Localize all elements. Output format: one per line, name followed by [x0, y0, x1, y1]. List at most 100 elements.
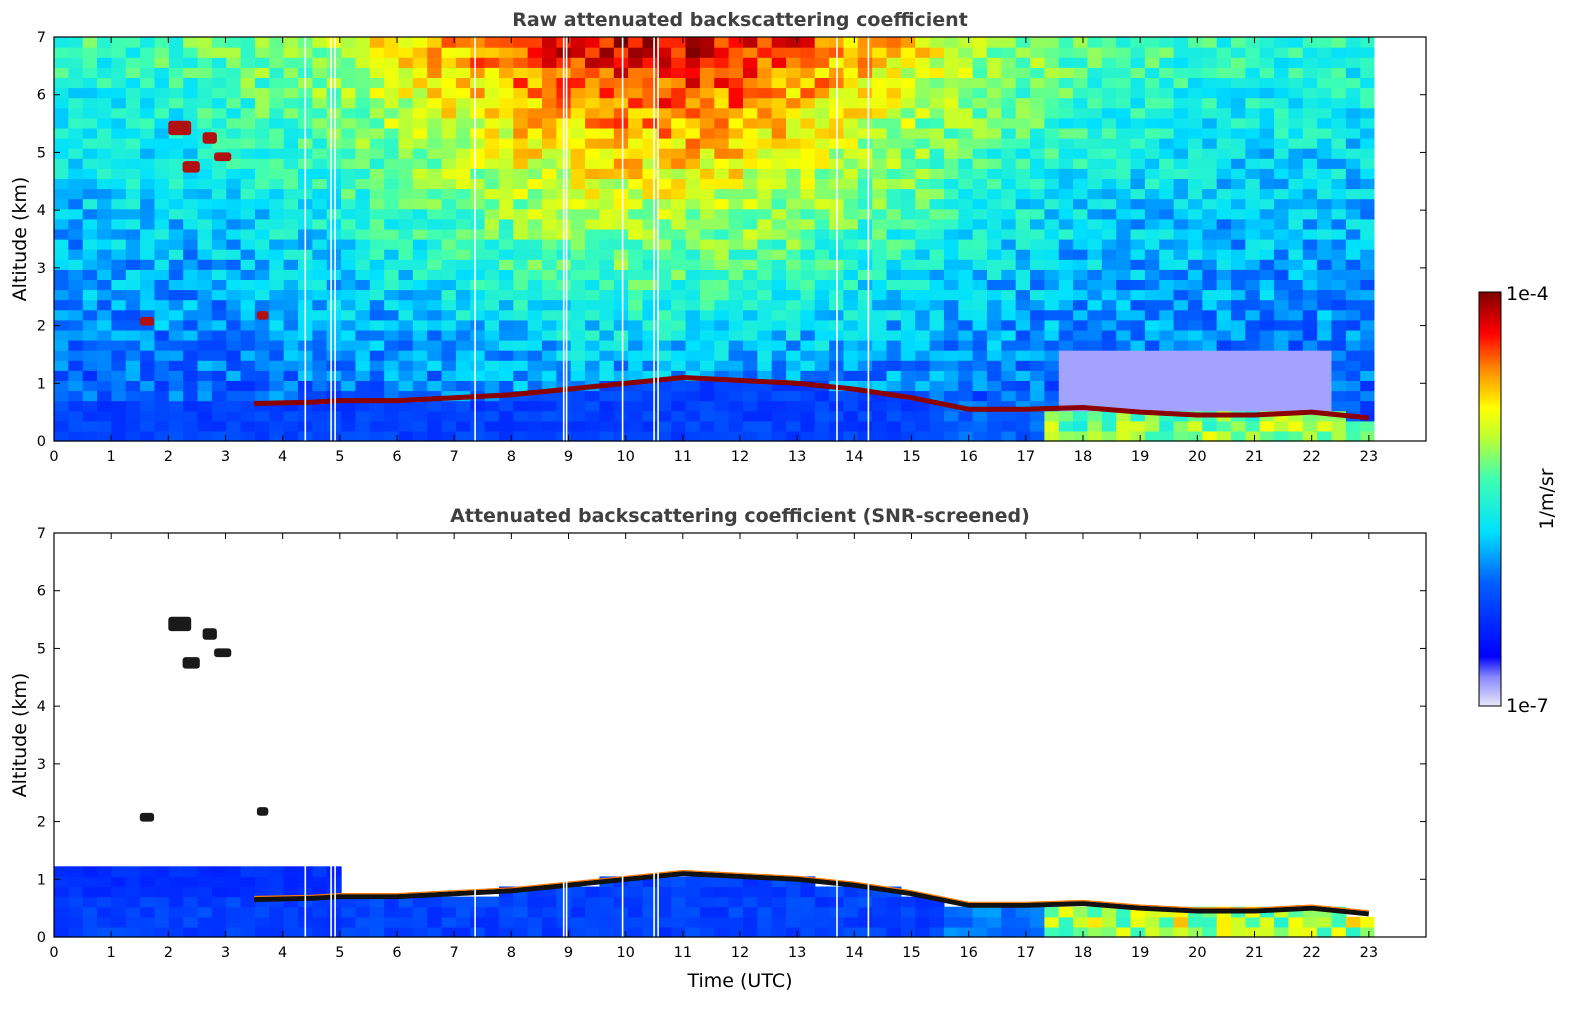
heatmap-cell	[1173, 127, 1189, 139]
heatmap-cell	[398, 896, 414, 908]
heatmap-cell	[1116, 289, 1132, 301]
heatmap-cell	[742, 329, 758, 341]
heatmap-cell	[1288, 117, 1304, 129]
heatmap-cell	[326, 208, 342, 220]
heatmap-cell	[699, 370, 715, 381]
heatmap-cell	[1073, 178, 1089, 190]
heatmap-cell	[1159, 926, 1175, 938]
heatmap-cell	[441, 188, 457, 200]
heatmap-cell	[642, 279, 658, 291]
heatmap-cell	[513, 279, 529, 291]
heatmap-cell	[642, 410, 658, 422]
heatmap-cell	[843, 916, 859, 928]
heatmap-cell	[527, 158, 543, 169]
heatmap-cell	[628, 228, 644, 240]
heatmap-cell	[470, 77, 486, 89]
heatmap-cell	[943, 916, 959, 928]
heatmap-cell	[714, 168, 730, 179]
heatmap-cell	[312, 350, 328, 361]
heatmap-cell	[513, 400, 529, 412]
heatmap-cell	[843, 228, 859, 240]
heatmap-cell	[814, 299, 830, 311]
heatmap-cell	[154, 97, 170, 109]
heatmap-cell	[843, 87, 859, 99]
heatmap-cell	[656, 886, 672, 898]
heatmap-cell	[197, 400, 213, 412]
heatmap-cell	[1087, 299, 1103, 311]
heatmap-cell	[183, 400, 199, 412]
heatmap-cell	[714, 410, 730, 422]
heatmap-cell	[685, 218, 701, 230]
heatmap-cell	[1101, 47, 1117, 58]
heatmap-cell	[254, 87, 270, 99]
heatmap-cell	[326, 410, 342, 422]
heatmap-cell	[197, 228, 213, 240]
heatmap-cell	[283, 269, 299, 280]
heatmap-cell	[857, 97, 873, 109]
heatmap-cell	[1116, 188, 1132, 200]
heatmap-cell	[254, 37, 270, 48]
heatmap-cell	[757, 390, 773, 402]
heatmap-cell	[226, 279, 242, 291]
heatmap-cell	[1317, 87, 1333, 99]
heatmap-cell	[68, 117, 84, 129]
heatmap-cell	[1116, 906, 1132, 918]
heatmap-cell	[1144, 340, 1160, 351]
heatmap-cell	[958, 340, 974, 351]
heatmap-cell	[68, 77, 84, 89]
heatmap-cell	[384, 299, 400, 311]
heatmap-cell	[498, 228, 514, 240]
heatmap-cell	[369, 208, 385, 220]
heatmap-cell	[341, 279, 357, 291]
heatmap-cell	[786, 370, 801, 381]
heatmap-cell	[786, 228, 801, 240]
heatmap-cell	[125, 430, 141, 442]
heatmap-cell	[771, 926, 787, 938]
heatmap-cell	[125, 77, 141, 89]
heatmap-cell	[843, 259, 859, 270]
heatmap-cell	[498, 350, 514, 361]
heatmap-cell	[1231, 269, 1246, 280]
heatmap-cell	[1231, 309, 1246, 321]
x-tick-label: 18	[1074, 945, 1092, 961]
heatmap-cell	[140, 299, 156, 311]
heatmap-cell	[728, 117, 744, 129]
heatmap-cell	[1216, 168, 1232, 179]
heatmap-cell	[455, 168, 471, 179]
heatmap-cell	[455, 228, 471, 240]
y-tick-label: 6	[37, 584, 46, 600]
heatmap-cell	[958, 400, 974, 412]
heatmap-cell	[355, 309, 371, 321]
heatmap-cell	[814, 198, 830, 210]
heatmap-cell	[527, 420, 543, 432]
heatmap-cell	[958, 319, 974, 331]
heatmap-cell	[585, 77, 601, 89]
heatmap-cell	[1001, 47, 1017, 58]
heatmap-cell	[742, 67, 758, 78]
heatmap-cell	[699, 158, 715, 169]
heatmap-cell	[470, 67, 486, 78]
heatmap-cell	[455, 148, 471, 159]
heatmap-cell	[125, 218, 141, 230]
heatmap-cell	[68, 289, 84, 301]
heatmap-cell	[656, 319, 672, 331]
heatmap-cell	[699, 380, 715, 392]
heatmap-cell	[714, 259, 730, 270]
heatmap-cell	[54, 906, 69, 918]
heatmap-cell	[685, 400, 701, 412]
heatmap-cell	[240, 198, 256, 210]
heatmap-cell	[455, 97, 471, 109]
heatmap-cell	[1087, 198, 1103, 210]
heatmap-cell	[54, 876, 69, 888]
heatmap-cell	[1331, 127, 1347, 139]
heatmap-cell	[757, 319, 773, 331]
heatmap-cell	[1030, 430, 1046, 442]
heatmap-cell	[613, 299, 629, 311]
heatmap-cell	[498, 208, 514, 220]
heatmap-cell	[1015, 127, 1031, 139]
no-data-region	[1374, 37, 1426, 441]
heatmap-cell	[1058, 289, 1074, 301]
heatmap-cell	[786, 906, 801, 918]
heatmap-cell	[1274, 916, 1290, 928]
heatmap-cell	[943, 198, 959, 210]
